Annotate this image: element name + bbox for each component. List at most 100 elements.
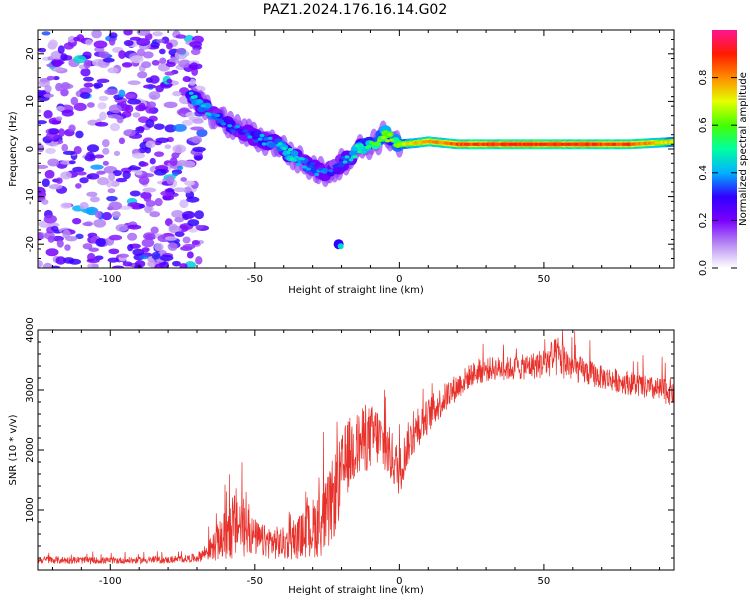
spectrogram-noise-cell [102, 160, 109, 166]
spectrogram-noise-cell [79, 177, 89, 184]
spectrogram-noise-cell [73, 146, 82, 155]
spectrogram-ridge-cell [387, 132, 392, 137]
spectrogram-noise-cell [168, 225, 182, 234]
spectrogram-noise-cell [56, 239, 64, 248]
spectrogram-noise-cell [138, 176, 150, 185]
spectrogram-noise-cell [48, 128, 60, 135]
spectrogram-noise-cell [60, 202, 72, 209]
spectrogram-noise-cell [183, 186, 192, 194]
spectrogram-noise-cell [136, 38, 151, 47]
spectrogram-noise-cell [172, 144, 187, 154]
spectrogram-noise-cell [132, 112, 141, 118]
y-tick-label: 1000 [25, 497, 36, 522]
y-tick-label: 4000 [25, 317, 36, 342]
spectrogram-noise-cell [76, 171, 87, 176]
spectrogram-noise-cell [163, 101, 178, 109]
spectrogram-noise-cell [96, 170, 106, 175]
spectrogram-noise-cell [75, 183, 82, 189]
spectrogram-noise-cell [43, 110, 53, 119]
spectrogram-noise-cell [182, 243, 196, 250]
spectrogram-noise-cell [82, 243, 93, 250]
spectrogram-noise-cell [41, 199, 49, 205]
spectrogram-ridge-cell [328, 168, 334, 173]
spectrogram-noise-cell [108, 32, 118, 39]
spectrogram-noise-cell [67, 35, 76, 43]
spectrogram-noise-cell [86, 173, 100, 180]
x-tick-label: -50 [247, 274, 263, 285]
spectrogram-ridge-cell [263, 137, 269, 141]
spectrogram-ridge-cell [257, 137, 263, 141]
spectrogram-ridge-cell [211, 112, 216, 116]
spectrogram-noise-cell [176, 159, 188, 167]
spectrogram-noise-cell [87, 263, 100, 268]
spectrogram-noise-cell [61, 143, 69, 152]
spectrogram-ridge-cell [261, 142, 267, 146]
spectrogram-ridge-cell [385, 139, 390, 143]
spectrogram-ridge-cell [348, 158, 354, 162]
spectrogram-ridge-cell [300, 157, 305, 161]
spectrogram-noise-cell [154, 198, 163, 207]
spectrogram-noise-cell [127, 98, 142, 105]
spectrogram-noise-cell [175, 34, 187, 39]
spectrogram-noise-cell [121, 62, 133, 68]
spectrogram-noise-cell [63, 257, 75, 264]
spectrogram-noise-cell [108, 234, 123, 241]
spectrogram-ridge-cell [235, 124, 241, 129]
spectrogram-ridge-cell [200, 104, 206, 108]
spectrogram-noise-cell [45, 147, 56, 154]
x-tick-label: 0 [396, 274, 402, 285]
spectrogram-noise-cell [115, 223, 129, 232]
spectrogram-noise-cell [118, 205, 133, 210]
spectrogram-noise-cell [182, 76, 191, 83]
spectrogram-noise-cell [149, 157, 156, 165]
spectrogram-noise-cell [72, 217, 82, 225]
spectrogram-noise-cell [38, 108, 42, 114]
spectrogram-noise-cell [96, 78, 110, 83]
spectrogram-ridge-cell [338, 161, 344, 166]
spectrogram-noise-cell [107, 67, 119, 74]
spectrogram-noise-cell [48, 39, 58, 49]
y-tick-label: 0 [25, 146, 36, 152]
spectrogram-noise-cell [154, 169, 167, 176]
spectrogram-noise-cell [68, 160, 76, 165]
spectrogram-ridge-cell [356, 150, 362, 154]
spectrogram-noise-cell [50, 225, 59, 232]
spectrogram-ridge-cell [320, 169, 326, 174]
spectrogram-noise-cell [174, 216, 184, 223]
spectrogram-noise-cell [134, 264, 143, 268]
spectrogram-noise-cell [107, 188, 116, 194]
spectrogram-noise-cell [62, 229, 71, 239]
spectrogram-ridge-cell [285, 150, 291, 154]
colorbar-tick-label: 0.4 [698, 165, 709, 181]
spectrogram-noise-cell [129, 190, 141, 197]
spectrogram-noise-cell [108, 201, 123, 211]
spectrogram-noise-cell [111, 265, 125, 268]
spectrogram-noise-cell [86, 258, 100, 264]
x-tick-label: -100 [99, 576, 122, 587]
spectrogram-ridge-cell [207, 112, 212, 116]
spectrogram-noise-cell [56, 105, 65, 112]
figure-title: PAZ1.2024.176.16.14.G02 [263, 2, 448, 18]
spectrogram-noise-cell [81, 208, 96, 214]
spectrogram-noise-cell [142, 187, 157, 193]
spectrogram-noise-cell [88, 247, 100, 252]
spectrogram-noise-cell [195, 224, 204, 230]
spectrogram-noise-cell [102, 147, 110, 155]
spectrogram-noise-cell [154, 263, 164, 268]
spectrogram-noise-cell [107, 257, 119, 263]
spectrogram-noise-cell [151, 59, 160, 66]
spectrogram-noise-cell [185, 111, 196, 118]
x-tick-label: -50 [247, 576, 263, 587]
spectrogram-ridge-cell [366, 144, 372, 148]
spectrogram-noise-cell [142, 51, 154, 59]
y-tick-label: 20 [25, 47, 36, 60]
spectrogram-noise-cell [194, 155, 203, 161]
spectrogram-noise-cell [75, 233, 84, 240]
spectrogram-ridge-cell [349, 150, 358, 157]
spectrogram-ridge-cell [245, 132, 251, 136]
spectrogram-x-axis-label: Height of straight line (km) [288, 285, 424, 296]
spectrogram-noise-cell [172, 260, 181, 267]
spectrogram-noise-cell [93, 82, 104, 89]
spectrogram-noise-cell [72, 166, 85, 173]
spectrogram-ridge-cell [196, 99, 202, 103]
